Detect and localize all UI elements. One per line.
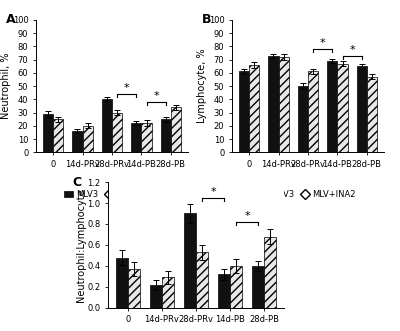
Bar [131,123,142,152]
Bar [327,61,338,152]
Text: *: * [124,83,130,93]
Bar [338,64,348,152]
Bar [72,131,82,152]
Bar [128,269,140,308]
Bar [239,71,249,152]
Bar [367,77,377,152]
Bar [356,66,367,152]
Text: A: A [6,13,15,26]
Legend: MLV3, MLV+INA2: MLV3, MLV+INA2 [61,187,163,202]
Y-axis label: Lymphocyte, %: Lymphocyte, % [197,49,207,123]
Bar [82,126,93,152]
Text: *: * [210,187,216,197]
Bar [264,237,276,308]
Bar [230,266,242,308]
Bar [102,99,112,152]
Bar [162,277,174,308]
Bar [43,114,53,152]
Bar [268,56,278,152]
Text: *: * [244,211,250,221]
Text: B: B [202,13,211,26]
Y-axis label: Neutrophil:Lymphocyte: Neutrophil:Lymphocyte [76,188,86,302]
Bar [53,119,64,152]
Text: *: * [320,38,326,48]
Bar [278,57,289,152]
Bar [184,213,196,308]
Bar [112,113,122,152]
Bar [150,285,162,308]
Bar [252,266,264,308]
Bar [196,252,208,308]
Y-axis label: Neutrophil, %: Neutrophil, % [1,53,11,119]
Bar [218,274,230,308]
Bar [116,258,128,308]
Text: *: * [153,91,159,101]
Bar [171,107,181,152]
Bar [298,86,308,152]
Bar [308,71,318,152]
Text: C: C [73,176,82,189]
Bar [142,123,152,152]
Legend: MLV3, MLV+INA2: MLV3, MLV+INA2 [257,187,359,202]
Bar [160,119,171,152]
Bar [249,65,260,152]
Text: *: * [349,45,355,55]
